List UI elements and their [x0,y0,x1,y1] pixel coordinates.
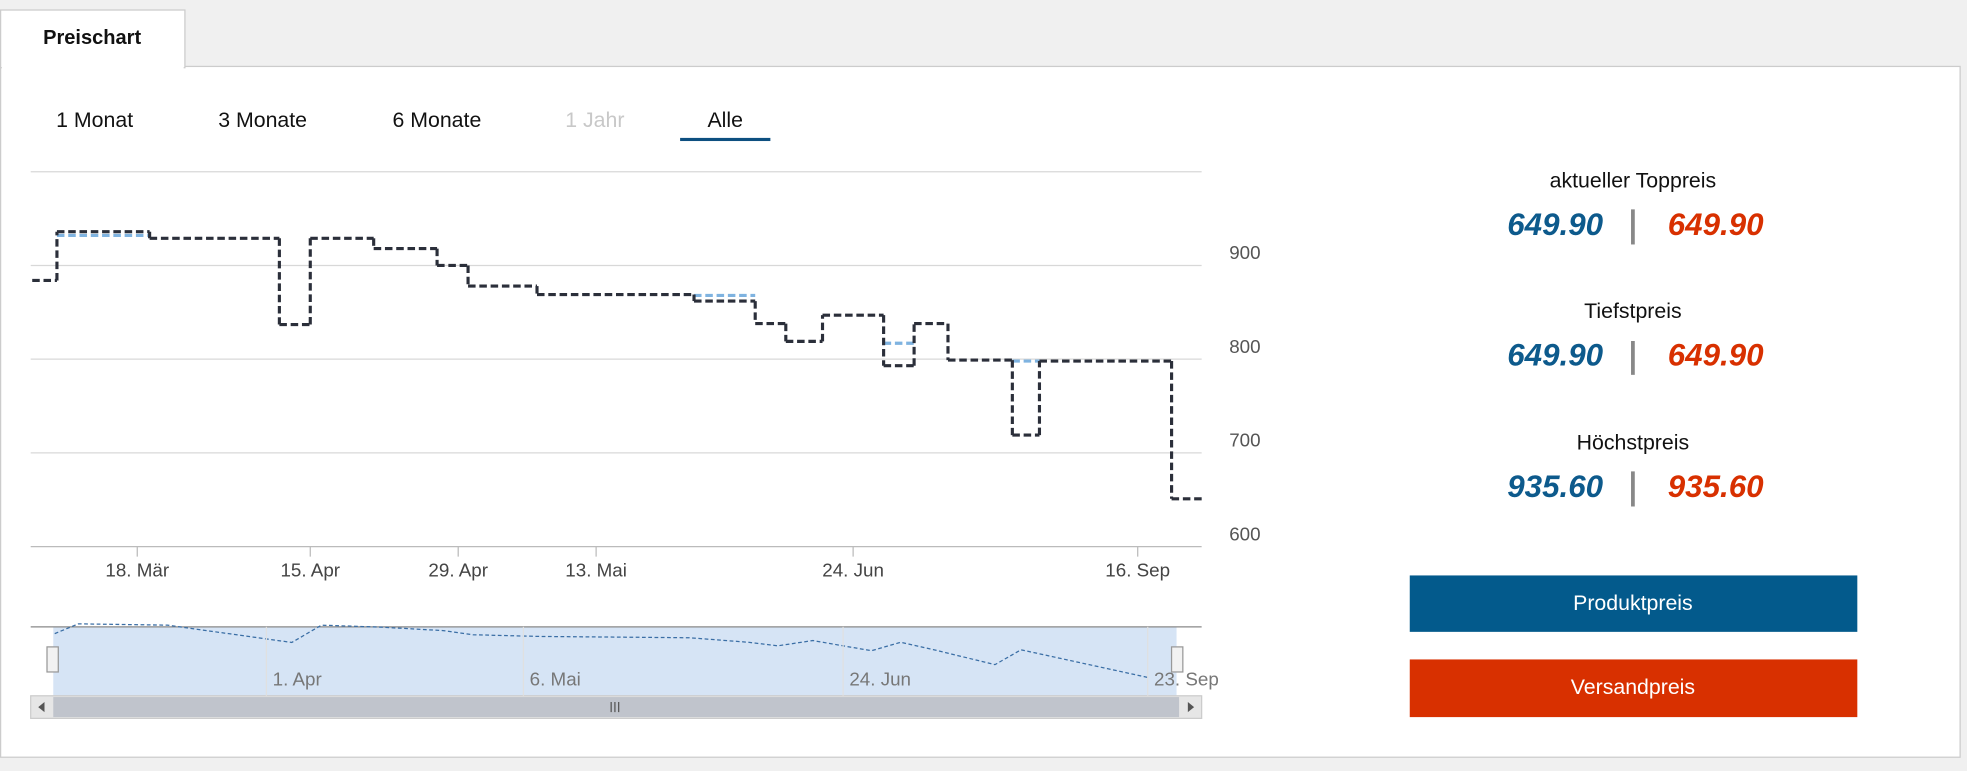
navigator-label: 23. Sep [1154,669,1219,690]
tab-label[interactable]: Preischart [43,27,141,49]
y-tick-label: 600 [1229,523,1260,544]
navigator-handle[interactable] [46,646,59,673]
navigator-label: 1. Apr [273,669,322,690]
x-tick-label: 13. Mai [565,560,627,581]
range-button[interactable]: Alle [707,108,743,132]
y-tick-label: 700 [1229,430,1260,451]
tab[interactable] [0,9,186,69]
scrollbar-thumb[interactable] [53,697,1180,718]
price-title: Höchstpreis [1577,430,1689,454]
navigator-handle[interactable] [1170,646,1184,673]
shipping-price: 649.90 [1668,338,1764,373]
range-button[interactable]: 3 Monate [218,108,307,132]
button-label[interactable]: Produktpreis [1573,591,1693,615]
price-title: aktueller Toppreis [1550,168,1717,192]
navigator-label: 24. Jun [849,669,911,690]
button-label[interactable]: Versandpreis [1571,675,1695,699]
product-price: 649.90 [1507,338,1603,373]
price-title: Tiefstpreis [1584,299,1681,323]
range-button[interactable]: 6 Monate [392,108,481,132]
tab-joint [1,65,184,69]
range-selected-underline [680,137,771,142]
shipping-price: 649.90 [1668,207,1764,242]
x-tick-label: 24. Jun [822,560,884,581]
shipping-button[interactable] [1409,659,1858,718]
range-button: 1 Jahr [565,108,624,132]
navigator-label: 6. Mai [530,669,581,690]
product-price: 649.90 [1507,207,1603,242]
product-price: 935.60 [1507,469,1603,504]
y-tick-label: 800 [1229,336,1260,357]
range-button[interactable]: 1 Monat [56,108,133,132]
x-tick-label: 18. Mär [105,560,169,581]
x-tick-label: 16. Sep [1105,560,1170,581]
navigator-selection[interactable] [53,626,1177,696]
x-tick-label: 15. Apr [280,560,340,581]
y-tick-label: 900 [1229,242,1260,263]
navigator-line [54,623,1148,679]
shipping-price: 935.60 [1668,469,1764,504]
product-button[interactable] [1409,575,1858,632]
thumb-grip [610,702,620,713]
x-tick-label: 29. Apr [428,560,488,581]
